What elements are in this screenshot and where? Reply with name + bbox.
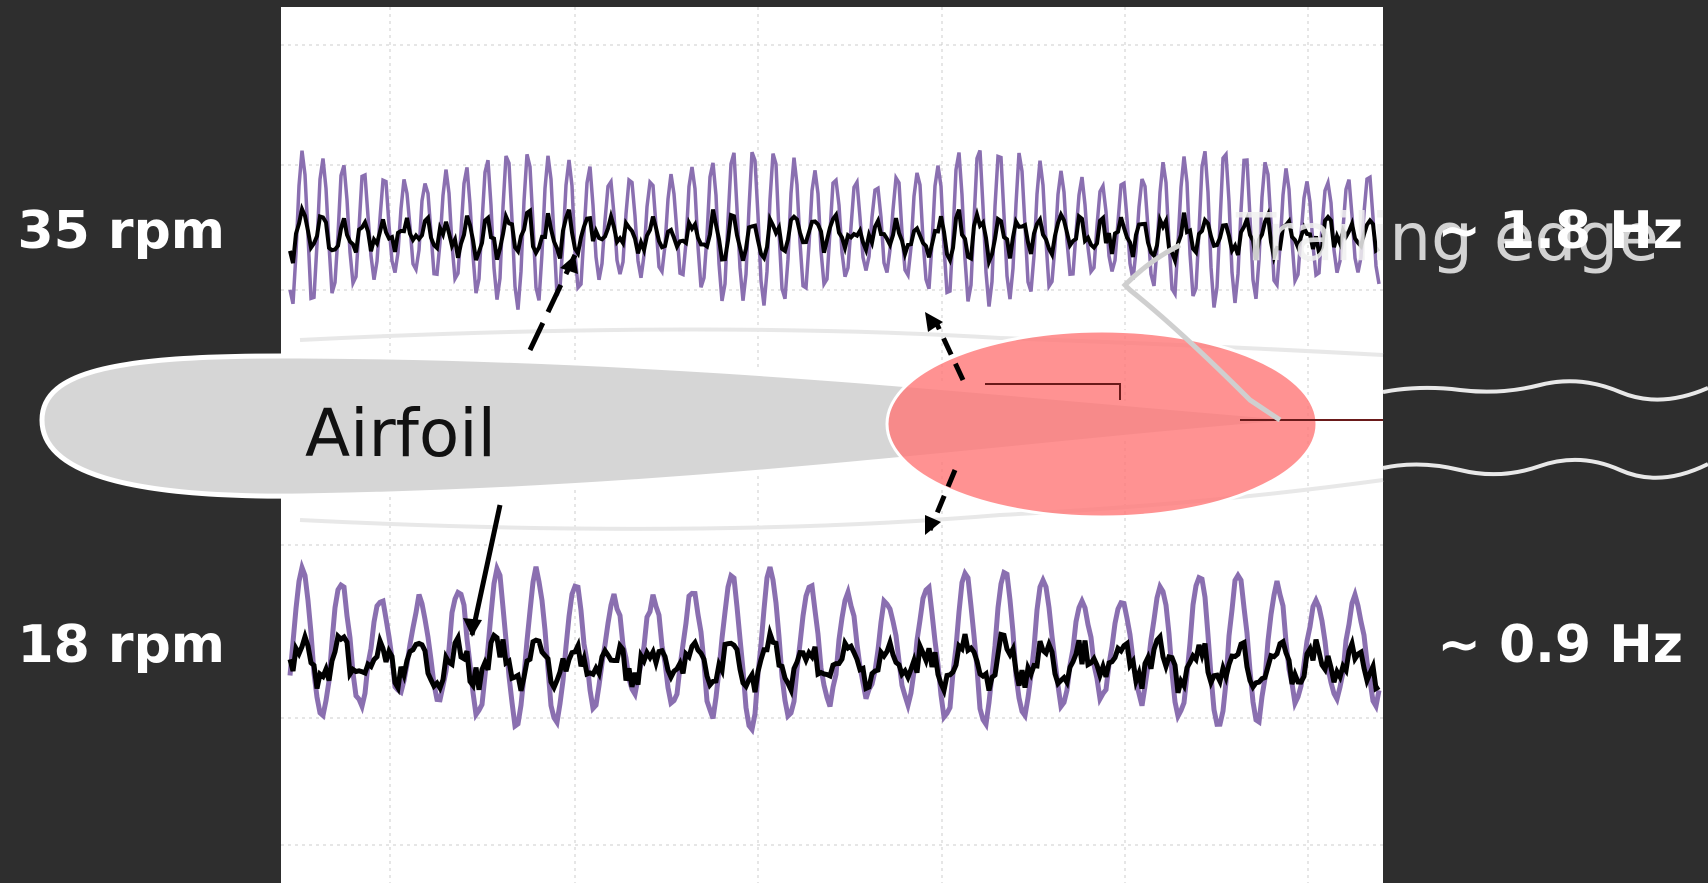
airfoil-label: Airfoil xyxy=(305,395,496,472)
bottom-frequency: ~ 0.9 Hz xyxy=(1437,615,1683,675)
top-frequency: ~ 1.8 Hz xyxy=(1437,201,1683,261)
bottom-speed: 18 rpm xyxy=(17,615,225,675)
top-speed: 35 rpm xyxy=(17,201,225,261)
trailing-edge-highlight xyxy=(887,331,1317,517)
slide: Airfoil Trailing edge 35 rpm 18 rpm ~ 1.… xyxy=(0,0,1708,883)
